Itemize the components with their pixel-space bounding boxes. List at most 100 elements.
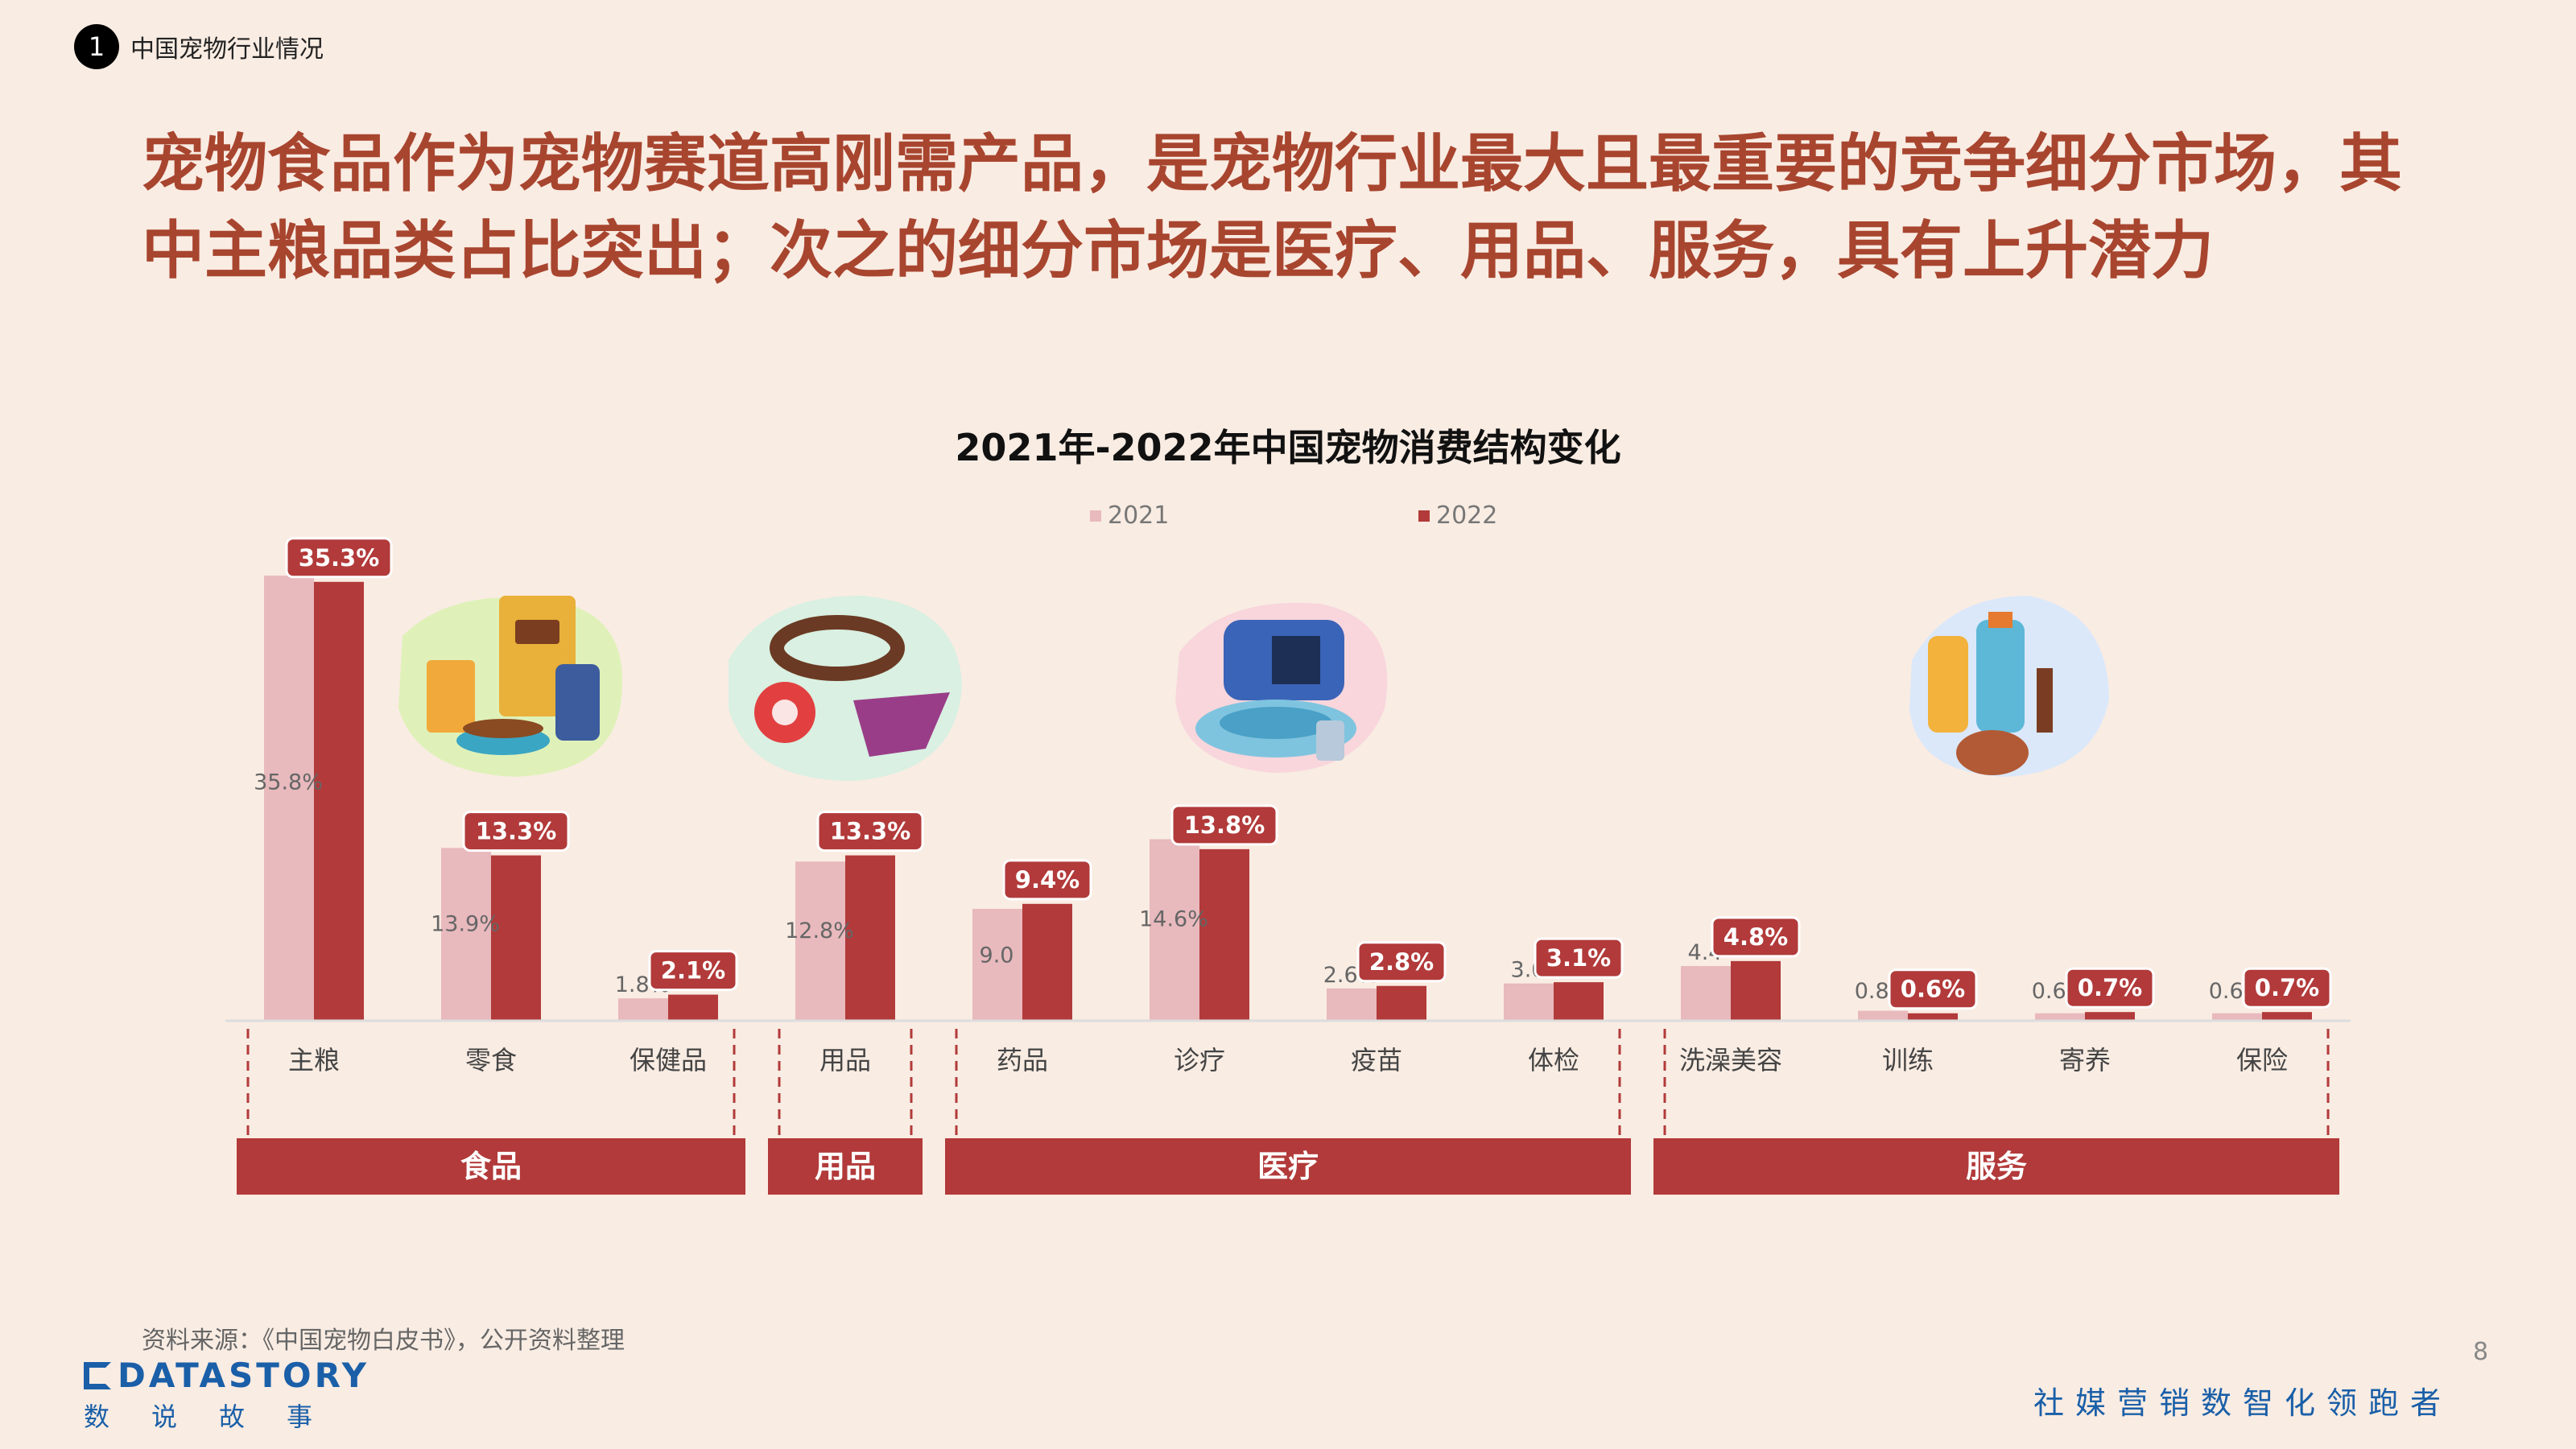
category-label-9: 训练 [1882, 1045, 1934, 1075]
label-box-2022-10 [2065, 967, 2155, 1009]
logo-mark-icon [84, 1361, 111, 1389]
label-box-2022-3 [816, 811, 924, 852]
label-2022-3: 13.3% [830, 818, 911, 845]
group-label-2: 医疗 [1257, 1149, 1319, 1184]
logo-main-text: DATASTORY [118, 1356, 370, 1395]
pet-food-illustration [398, 596, 623, 777]
bar-2021-9 [1858, 1010, 1908, 1021]
company-slogan: 社媒营销数智化领跑者 [2033, 1385, 2453, 1421]
logo-sub-text: 数说故事 [84, 1402, 355, 1432]
bar-2022-2 [668, 994, 718, 1021]
label-2022-5: 13.8% [1184, 811, 1265, 839]
source-note: 资料来源：《中国宠物白皮书》，公开资料整理 [142, 1327, 625, 1355]
bar-2022-5 [1199, 848, 1249, 1021]
category-label-2: 保健品 [630, 1045, 707, 1075]
label-2022-7: 3.1% [1546, 944, 1611, 972]
bar-2022-11 [2262, 1012, 2312, 1021]
label-2021-1: 13.9% [431, 911, 500, 936]
bar-2022-4 [1022, 903, 1072, 1021]
label-2021-5: 14.6% [1139, 907, 1208, 932]
label-2022-4: 9.4% [1015, 866, 1080, 894]
category-label-5: 诊疗 [1174, 1045, 1225, 1075]
label-box-2022-6 [1356, 941, 1447, 983]
label-box-2022-0 [285, 537, 393, 579]
category-label-0: 主粮 [288, 1045, 340, 1075]
label-2021-3: 12.8% [785, 919, 854, 943]
label-2022-9: 0.6% [1901, 976, 1965, 1003]
category-label-1: 零食 [465, 1045, 517, 1075]
label-box-2022-2 [648, 950, 738, 992]
page-number: 8 [2473, 1338, 2489, 1366]
label-2022-8: 4.8% [1724, 923, 1788, 951]
breadcrumb: 1 中国宠物行业情况 [74, 24, 324, 69]
bar-2021-2 [618, 998, 668, 1021]
category-label-11: 保险 [2236, 1045, 2288, 1075]
breadcrumb-text: 中国宠物行业情况 [130, 35, 324, 64]
category-label-3: 用品 [819, 1045, 871, 1075]
legend-label-2021: 2021 [1108, 502, 1169, 530]
bar-2022-10 [2085, 1012, 2135, 1021]
chart-legend: 2021 2022 [1090, 502, 1497, 530]
category-label-7: 体检 [1528, 1045, 1579, 1075]
bar-2021-11 [2212, 1013, 2262, 1021]
category-label-10: 寄养 [2059, 1045, 2111, 1075]
label-box-2022-4 [1002, 859, 1092, 901]
group-banner-1 [768, 1138, 923, 1195]
group-bracket-0 [246, 1029, 736, 1137]
bar-2021-3 [795, 861, 845, 1021]
bar-2021-8 [1681, 966, 1731, 1021]
bar-2021-5 [1150, 839, 1199, 1021]
bar-2022-6 [1377, 985, 1426, 1021]
label-box-2022-5 [1170, 804, 1278, 846]
group-label-0: 食品 [460, 1149, 522, 1184]
label-2022-10: 0.7% [2078, 974, 2142, 1001]
group-bracket-3 [1663, 1029, 2330, 1137]
label-2022-1: 13.3% [476, 818, 557, 845]
group-label-1: 用品 [815, 1149, 876, 1184]
group-bracket-2 [955, 1029, 1621, 1137]
datastory-logo: DATASTORY 数说故事 [84, 1356, 369, 1434]
label-2021-0: 35.8% [254, 770, 323, 795]
label-box-2022-1 [462, 811, 570, 852]
label-2022-6: 2.8% [1369, 948, 1434, 976]
logo-wordmark: DATASTORY [84, 1356, 369, 1395]
category-label-4: 药品 [997, 1045, 1048, 1075]
legend-swatch-2022 [1418, 510, 1430, 522]
group-banner-3 [1653, 1138, 2339, 1195]
label-box-2022-11 [2242, 967, 2332, 1009]
label-2022-11: 0.7% [2255, 974, 2319, 1001]
label-2022-0: 35.3% [299, 544, 380, 572]
chart-title: 2021年-2022年中国宠物消费结构变化 [955, 426, 1620, 469]
bar-2022-3 [845, 855, 895, 1021]
pet-supplies-illustration [729, 596, 962, 781]
bar-2021-6 [1327, 988, 1377, 1021]
group-label-3: 服务 [1966, 1149, 2027, 1184]
group-banner-2 [945, 1138, 1631, 1195]
group-bracket-1 [778, 1029, 913, 1137]
label-2022-2: 2.1% [661, 957, 725, 985]
bar-2022-9 [1908, 1013, 1958, 1021]
bar-2022-0 [314, 581, 364, 1021]
grooming-illustration [1909, 596, 2109, 777]
page-headline: 宠物食品作为宠物赛道高刚需产品，是宠物行业最大且最重要的竞争细分市场，其中主粮品… [142, 128, 2403, 287]
group-banner-0 [237, 1138, 745, 1195]
bar-2022-1 [491, 855, 541, 1021]
pet-carrier-illustration [1175, 602, 1388, 773]
bar-2021-10 [2035, 1013, 2085, 1021]
category-label-8: 洗澡美容 [1679, 1045, 1782, 1075]
bar-2022-8 [1731, 960, 1781, 1021]
bar-2021-7 [1504, 983, 1554, 1021]
category-label-6: 疫苗 [1351, 1045, 1402, 1075]
bar-2021-1 [441, 848, 491, 1021]
legend-label-2022: 2022 [1436, 502, 1497, 530]
label-box-2022-8 [1711, 916, 1801, 958]
bar-2022-7 [1554, 982, 1604, 1021]
bar-2021-0 [264, 576, 314, 1021]
label-box-2022-7 [1534, 937, 1624, 979]
label-box-2022-9 [1888, 968, 1978, 1010]
legend-swatch-2021 [1090, 510, 1101, 522]
bar-2021-4 [972, 909, 1022, 1021]
label-2021-4: 9.0 [980, 943, 1014, 968]
section-number-badge: 1 [74, 24, 119, 69]
